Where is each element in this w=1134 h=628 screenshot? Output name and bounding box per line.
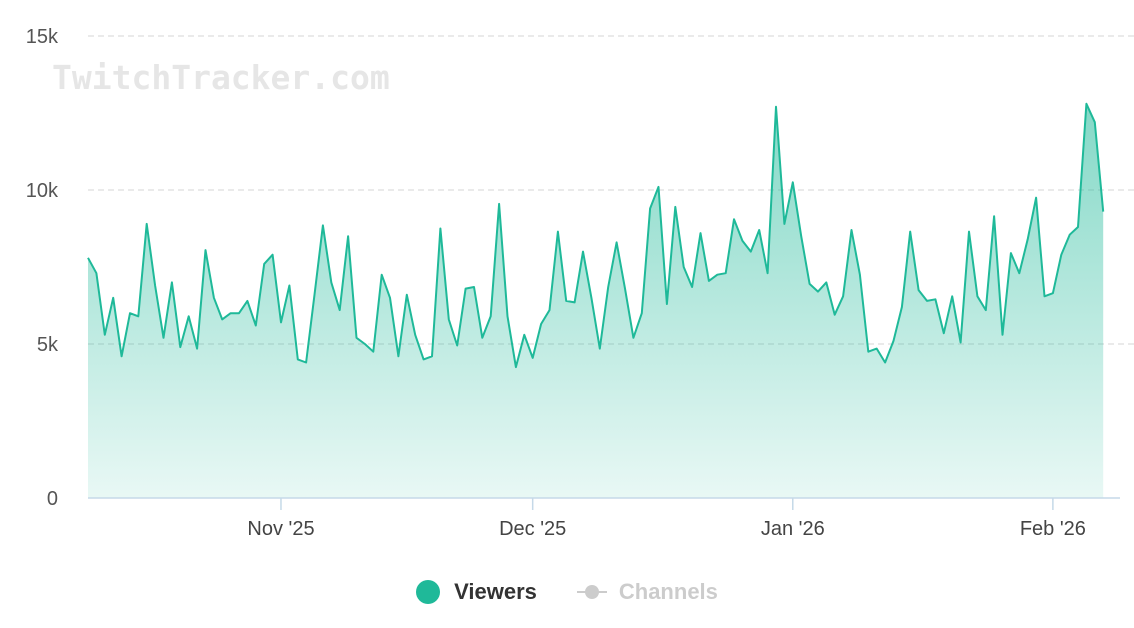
- y-tick-label: 10k: [26, 180, 59, 202]
- y-tick-label: 5k: [37, 334, 59, 356]
- legend-item-viewers[interactable]: Viewers: [416, 579, 537, 605]
- legend-item-channels[interactable]: Channels: [576, 579, 718, 605]
- x-tick-label: Jan '26: [761, 518, 825, 540]
- y-axis: 0 5k 10k 15k: [26, 26, 59, 510]
- x-tick-label: Nov '25: [247, 518, 314, 540]
- watermark-text: TwitchTracker.com: [52, 58, 390, 97]
- x-axis: Nov '25 Dec '25 Jan '26 Feb '26: [88, 497, 1120, 540]
- x-tick-label: Dec '25: [499, 518, 566, 540]
- legend: Viewers Channels: [0, 574, 1134, 610]
- y-tick-label: 15k: [26, 26, 59, 48]
- plot-area[interactable]: [87, 102, 1105, 499]
- viewers-area: [88, 103, 1104, 499]
- y-tick-label: 0: [47, 488, 58, 510]
- channels-marker-icon: [576, 585, 607, 599]
- x-tick-label: Feb '26: [1020, 518, 1086, 540]
- legend-label-viewers: Viewers: [454, 579, 537, 604]
- viewers-line[interactable]: [87, 102, 1105, 369]
- viewers-marker-icon: [416, 580, 441, 604]
- legend-label-channels: Channels: [618, 579, 718, 604]
